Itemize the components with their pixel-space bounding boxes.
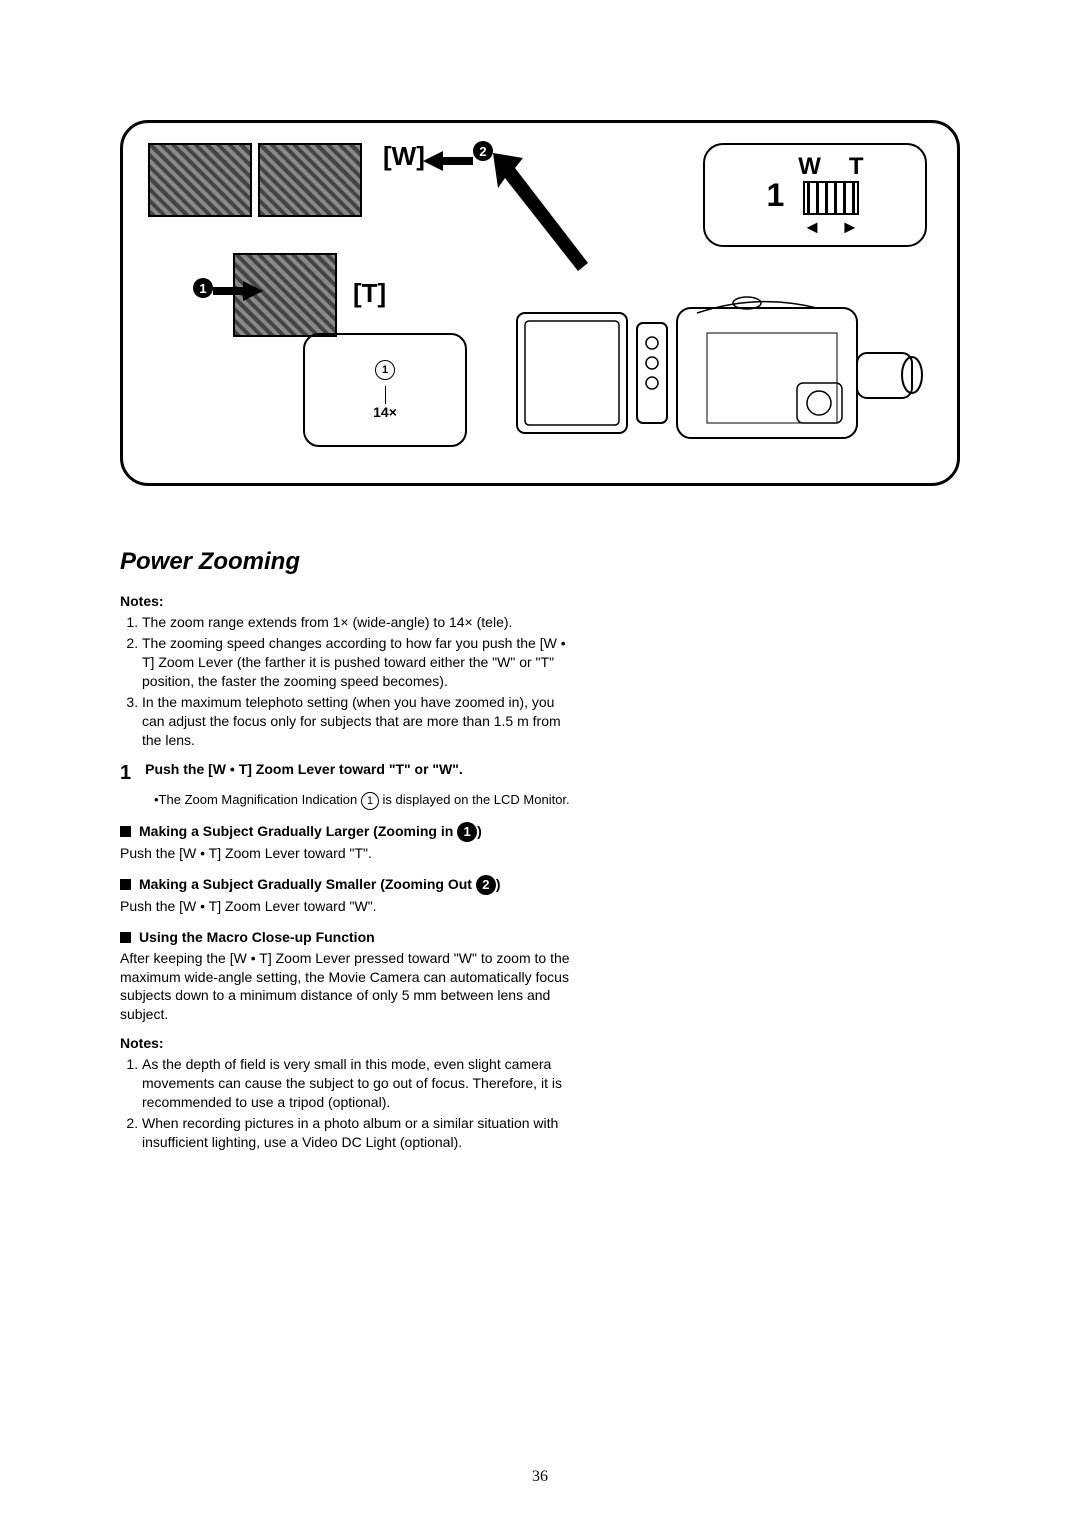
photo-wide-2 xyxy=(258,143,362,217)
camera-icon xyxy=(497,283,927,463)
zoom-indicator: 1 W T ◄► xyxy=(703,143,927,247)
note-item: The zoom range extends from 1× (wide-ang… xyxy=(142,613,580,632)
step-1: 1 Push the [W • T] Zoom Lever toward "T"… xyxy=(120,760,580,787)
square-bullet-icon xyxy=(120,826,131,837)
note-item: In the maximum telephoto setting (when y… xyxy=(142,693,580,750)
notes-heading-2: Notes: xyxy=(120,1034,580,1053)
zoom-scale-icon: ◄► xyxy=(803,181,859,238)
note-item: The zooming speed changes according to h… xyxy=(142,634,580,691)
note-item: When recording pictures in a photo album… xyxy=(142,1114,580,1152)
label-w: [W] xyxy=(383,141,425,172)
step-number: 1 xyxy=(120,760,131,787)
step-text: Push the [W • T] Zoom Lever toward "T" o… xyxy=(145,760,463,787)
notes-list-2: As the depth of field is very small in t… xyxy=(120,1055,580,1151)
zoom-t-label: T xyxy=(849,153,864,181)
lcd-circ-icon: 1 xyxy=(375,360,395,380)
photo-wide-1 xyxy=(148,143,252,217)
arrow-right-icon xyxy=(213,281,263,301)
section-smaller-head: Making a Subject Gradually Smaller (Zoom… xyxy=(120,875,580,895)
step-sub-post: is displayed on the LCD Monitor. xyxy=(379,792,570,807)
section-larger-head: Making a Subject Gradually Larger (Zoomi… xyxy=(120,822,580,842)
zoom-w-label: W xyxy=(798,153,821,181)
wide-photos xyxy=(148,143,362,217)
text-column: Power Zooming Notes: The zoom range exte… xyxy=(120,546,580,1152)
sect1-body: Push the [W • T] Zoom Lever toward "T". xyxy=(120,844,580,863)
notes-list-1: The zoom range extends from 1× (wide-ang… xyxy=(120,613,580,749)
lcd-indicator: 1 14× xyxy=(303,333,467,447)
step-subtext: •The Zoom Magnification Indication 1 is … xyxy=(154,791,580,810)
sect3-body: After keeping the [W • T] Zoom Lever pre… xyxy=(120,949,580,1025)
page-number: 36 xyxy=(532,1468,548,1486)
page-title: Power Zooming xyxy=(120,546,580,578)
sect1-head-pre: Making a Subject Gradually Larger (Zoomi… xyxy=(139,823,457,839)
badge-2-inline-icon: 2 xyxy=(476,875,496,895)
label-t: [T] xyxy=(353,278,386,309)
badge-1-icon: 1 xyxy=(193,278,213,298)
sect2-body: Push the [W • T] Zoom Lever toward "W". xyxy=(120,897,580,916)
manual-page: [W] [T] 1 2 1 W T ◄► xyxy=(0,0,1080,1526)
square-bullet-icon xyxy=(120,932,131,943)
arrow-left-icon xyxy=(423,151,473,171)
square-bullet-icon xyxy=(120,879,131,890)
diagram-container: [W] [T] 1 2 1 W T ◄► xyxy=(120,120,960,486)
lcd-zoom-value: 14× xyxy=(373,404,397,420)
tele-photos xyxy=(233,223,337,337)
step-sub-pre: •The Zoom Magnification Indication xyxy=(154,792,361,807)
note-item: As the depth of field is very small in t… xyxy=(142,1055,580,1112)
section-macro-head: Using the Macro Close-up Function xyxy=(120,928,580,947)
sect3-head: Using the Macro Close-up Function xyxy=(139,928,375,947)
sect2-head-post: ) xyxy=(496,876,501,892)
arrow-diag-icon xyxy=(493,153,593,283)
sect1-head-post: ) xyxy=(477,823,482,839)
badge-1-inline-icon: 1 xyxy=(457,822,477,842)
sect2-head-pre: Making a Subject Gradually Smaller (Zoom… xyxy=(139,876,476,892)
zoom-step-num: 1 xyxy=(766,177,784,214)
badge-2-icon: 2 xyxy=(473,141,493,161)
ref-circle-icon: 1 xyxy=(361,792,379,810)
notes-heading-1: Notes: xyxy=(120,592,580,611)
